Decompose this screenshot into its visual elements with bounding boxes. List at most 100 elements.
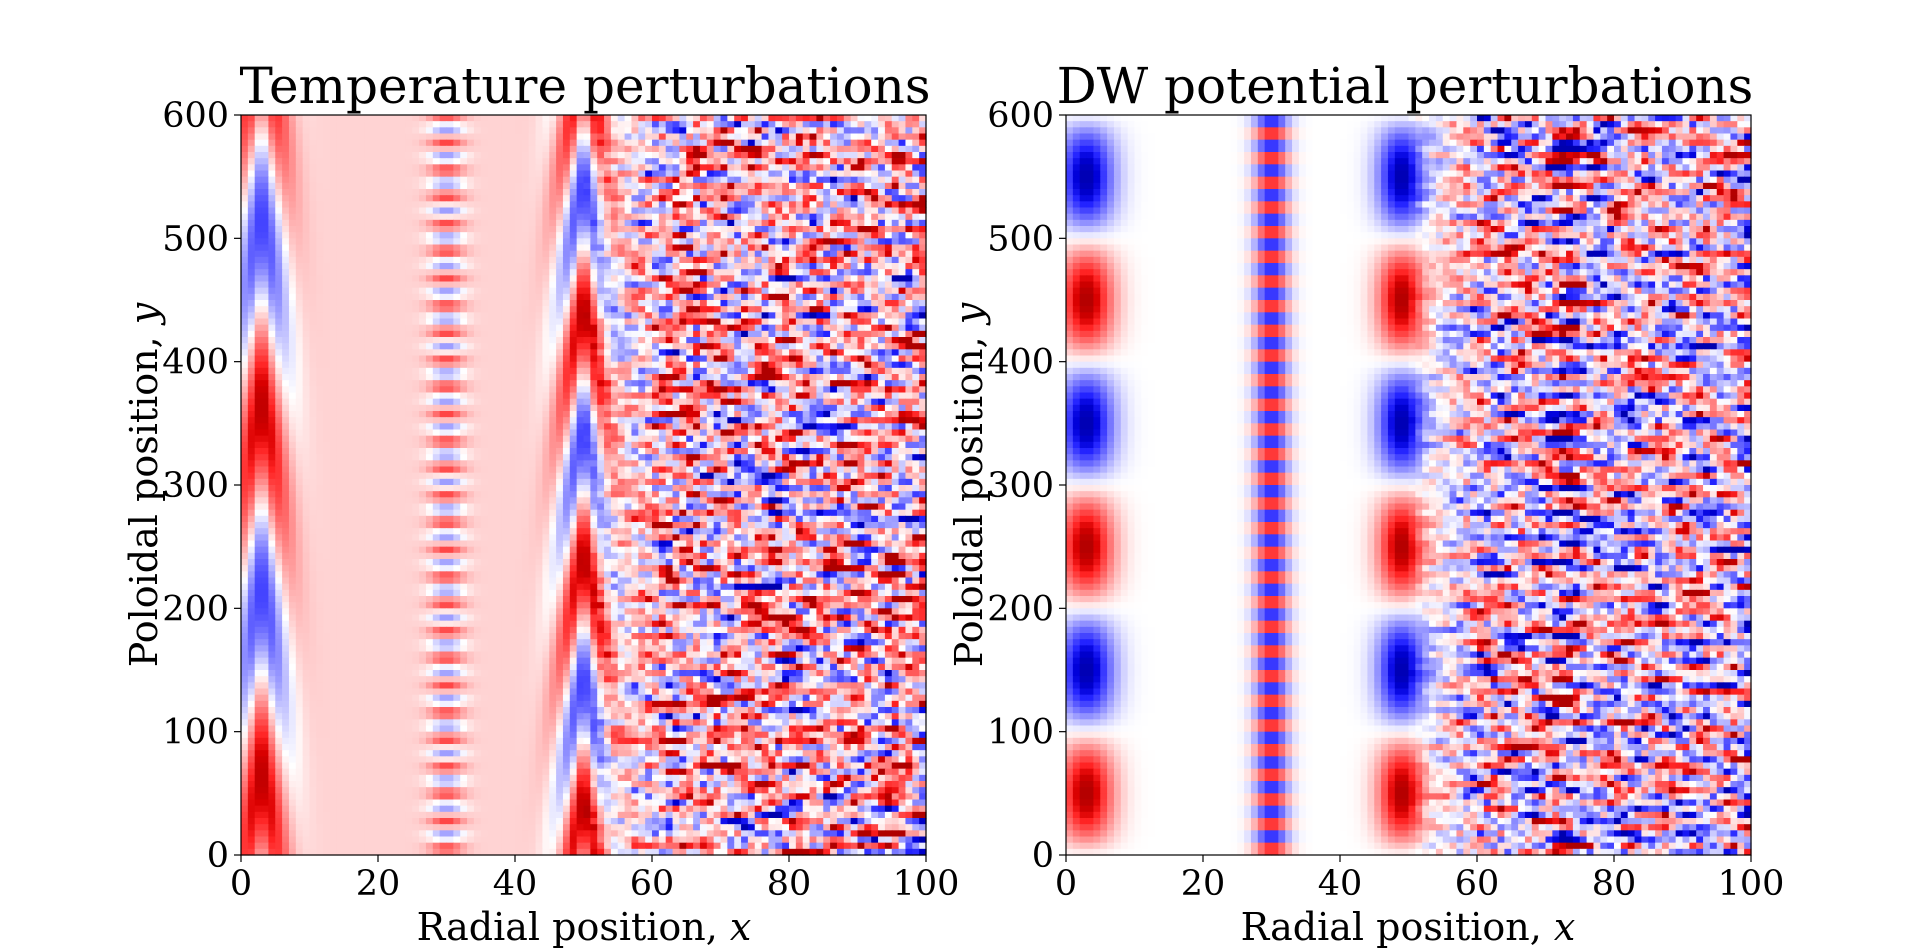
heatmap-cell <box>686 417 693 424</box>
heatmap-cell <box>885 368 892 375</box>
heatmap-cell <box>282 325 289 332</box>
heatmap-cell <box>282 288 289 295</box>
heatmap-cell <box>899 312 906 319</box>
heatmap-cell <box>885 319 892 326</box>
heatmap-cell <box>830 337 837 344</box>
heatmap-cell <box>405 399 412 406</box>
heatmap-cell <box>542 393 549 400</box>
heatmap-cell <box>652 134 659 141</box>
heatmap-cell <box>426 171 433 178</box>
heatmap-cell <box>453 238 460 245</box>
heatmap-cell <box>878 368 885 375</box>
heatmap-cell <box>515 319 522 326</box>
heatmap-cell <box>734 195 741 202</box>
heatmap-cell <box>878 380 885 387</box>
heatmap-cell <box>618 288 625 295</box>
heatmap-cell <box>364 238 371 245</box>
heatmap-cell <box>871 325 878 332</box>
heatmap-cell <box>659 226 666 233</box>
heatmap-cell <box>405 189 412 196</box>
heatmap-cell <box>864 386 871 393</box>
heatmap-cell <box>679 269 686 276</box>
heatmap-cell <box>816 140 823 147</box>
heatmap-cell <box>686 312 693 319</box>
heatmap-cell <box>378 405 385 412</box>
heatmap-cell <box>433 417 440 424</box>
heatmap-cell <box>344 294 351 301</box>
heatmap-cell <box>262 201 269 208</box>
heatmap-cell <box>542 158 549 165</box>
heatmap-cell <box>426 312 433 319</box>
heatmap-cell <box>481 127 488 134</box>
heatmap-cell <box>837 127 844 134</box>
heatmap-cell <box>399 158 406 165</box>
heatmap-cell <box>810 356 817 363</box>
heatmap-cell <box>481 337 488 344</box>
heatmap-cell <box>275 238 282 245</box>
heatmap-cell <box>858 214 865 221</box>
heatmap-cell <box>323 380 330 387</box>
heatmap-cell <box>399 343 406 350</box>
heatmap-cell <box>659 269 666 276</box>
heatmap-cell <box>570 417 577 424</box>
heatmap-cell <box>905 294 912 301</box>
heatmap-cell <box>536 343 543 350</box>
heatmap-cell <box>638 368 645 375</box>
heatmap-cell <box>549 275 556 282</box>
heatmap-cell <box>241 331 248 338</box>
heatmap-cell <box>426 282 433 289</box>
heatmap-cell <box>494 399 501 406</box>
heatmap-cell <box>803 319 810 326</box>
heatmap-cell <box>323 288 330 295</box>
heatmap-cell <box>412 405 419 412</box>
heatmap-cell <box>830 349 837 356</box>
heatmap-cell <box>453 183 460 190</box>
heatmap-cell <box>357 245 364 252</box>
heatmap-cell <box>905 331 912 338</box>
heatmap-cell <box>330 226 337 233</box>
heatmap-cell <box>666 343 673 350</box>
heatmap-cell <box>830 201 837 208</box>
heatmap-cell <box>501 134 508 141</box>
heatmap-cell <box>570 127 577 134</box>
heatmap-cell <box>508 306 515 313</box>
heatmap-cell <box>488 140 495 147</box>
heatmap-cell <box>426 331 433 338</box>
heatmap-cell <box>659 393 666 400</box>
heatmap-cell <box>371 115 378 122</box>
heatmap-cell <box>494 386 501 393</box>
heatmap-cell <box>344 214 351 221</box>
heatmap-cell <box>488 214 495 221</box>
heatmap-cell <box>686 269 693 276</box>
heatmap-cell <box>268 115 275 122</box>
heatmap-cell <box>542 337 549 344</box>
heatmap-cell <box>741 275 748 282</box>
heatmap-cell <box>392 343 399 350</box>
heatmap-cell <box>830 146 837 153</box>
heatmap-cell <box>337 319 344 326</box>
heatmap-cell <box>748 386 755 393</box>
heatmap-cell <box>378 183 385 190</box>
heatmap-cell <box>899 399 906 406</box>
heatmap-cell <box>385 115 392 122</box>
heatmap-cell <box>611 152 618 159</box>
heatmap-cell <box>590 325 597 332</box>
heatmap-cell <box>673 220 680 227</box>
heatmap-cell <box>357 214 364 221</box>
heatmap-cell <box>673 331 680 338</box>
heatmap-cell <box>364 251 371 258</box>
heatmap-cell <box>679 263 686 270</box>
heatmap-cell <box>762 306 769 313</box>
heatmap-cell <box>529 405 536 412</box>
heatmap-cell <box>460 189 467 196</box>
heatmap-cell <box>542 300 549 307</box>
heatmap-cell <box>310 368 317 375</box>
heatmap-cell <box>515 405 522 412</box>
heatmap-cell <box>289 208 296 215</box>
heatmap-cell <box>885 411 892 418</box>
heatmap-cell <box>611 349 618 356</box>
heatmap-cell <box>275 245 282 252</box>
heatmap-cell <box>296 201 303 208</box>
heatmap-cell <box>241 171 248 178</box>
heatmap-cell <box>268 257 275 264</box>
